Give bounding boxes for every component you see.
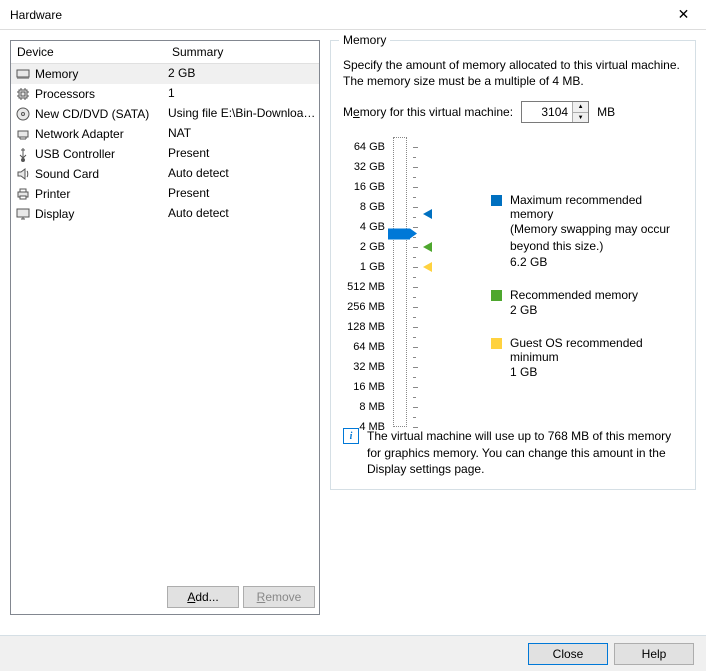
tick-label: 1 GB <box>360 261 385 273</box>
info-icon: i <box>343 428 359 444</box>
disc-icon <box>15 106 31 122</box>
spinner-up[interactable]: ▲ <box>573 102 588 113</box>
legend-item: Maximum recommended memory(Memory swappi… <box>491 193 683 270</box>
device-summary: 1 <box>166 86 319 102</box>
device-row-printer[interactable]: Printer Present <box>11 184 319 204</box>
memory-icon <box>15 66 31 82</box>
device-summary: Present <box>166 186 319 202</box>
memory-unit: MB <box>597 105 615 119</box>
tick-label: 8 GB <box>360 201 385 213</box>
help-button[interactable]: Help <box>614 643 694 665</box>
legend-item: Recommended memory2 GB <box>491 288 683 318</box>
spinner-down[interactable]: ▼ <box>573 113 588 123</box>
device-panel: Device Summary Memory 2 GB Processors 1 New … <box>10 40 320 615</box>
tick-label: 64 MB <box>353 341 385 353</box>
legend-item: Guest OS recommended minimum1 GB <box>491 336 683 380</box>
tick-label: 512 MB <box>347 281 385 293</box>
device-name: Sound Card <box>35 167 99 181</box>
cpu-icon <box>15 86 31 102</box>
slider-marker <box>423 209 432 219</box>
net-icon <box>15 126 31 142</box>
memory-input-label: Memory for this virtual machine: <box>343 105 513 119</box>
tick-label: 2 GB <box>360 241 385 253</box>
close-icon[interactable]: ✕ <box>661 0 706 30</box>
slider-thumb[interactable] <box>388 229 410 240</box>
memory-input[interactable] <box>522 102 572 122</box>
device-name: Printer <box>35 187 70 201</box>
device-row-disc[interactable]: New CD/DVD (SATA) Using file E:\Bin-Downl… <box>11 104 319 124</box>
device-name: USB Controller <box>35 147 115 161</box>
tick-label: 4 GB <box>360 221 385 233</box>
device-summary: NAT <box>166 126 319 142</box>
device-row-display[interactable]: Display Auto detect <box>11 204 319 224</box>
device-name: Processors <box>35 87 95 101</box>
close-button[interactable]: Close <box>528 643 608 665</box>
memory-fieldset: Memory Specify the amount of memory allo… <box>330 40 696 490</box>
tick-label: 16 GB <box>354 181 385 193</box>
memory-desc: Specify the amount of memory allocated t… <box>343 57 683 89</box>
device-table-header: Device Summary <box>11 41 319 64</box>
tick-label: 64 GB <box>354 141 385 153</box>
memory-legend: Memory <box>339 33 390 47</box>
tick-label: 128 MB <box>347 321 385 333</box>
sound-icon <box>15 166 31 182</box>
window-title: Hardware <box>10 8 62 22</box>
tick-label: 32 MB <box>353 361 385 373</box>
tick-label: 4 MB <box>359 421 385 433</box>
device-row-memory[interactable]: Memory 2 GB <box>11 64 319 84</box>
memory-slider[interactable]: 64 GB 32 GB 16 GB 8 GB 4 GB 2 GB 1 GB 512 MB 256… <box>343 137 453 398</box>
tick-label: 32 GB <box>354 161 385 173</box>
slider-marker <box>423 242 432 252</box>
memory-spinner[interactable]: ▲ ▼ <box>521 101 589 123</box>
device-name: Memory <box>35 67 78 81</box>
info-text: The virtual machine will use up to 768 M… <box>367 428 683 477</box>
device-summary: Present <box>166 146 319 162</box>
device-name: Network Adapter <box>35 127 124 141</box>
header-device[interactable]: Device <box>11 41 166 63</box>
device-summary: 2 GB <box>166 66 319 82</box>
tick-label: 8 MB <box>359 401 385 413</box>
device-name: Display <box>35 207 74 221</box>
device-row-usb[interactable]: USB Controller Present <box>11 144 319 164</box>
slider-marker <box>423 262 432 272</box>
printer-icon <box>15 186 31 202</box>
remove-button[interactable]: Remove <box>243 586 315 608</box>
info-row: i The virtual machine will use up to 768… <box>343 428 683 477</box>
tick-label: 16 MB <box>353 381 385 393</box>
bottom-bar: Close Help <box>0 635 706 671</box>
titlebar: Hardware ✕ <box>0 0 706 30</box>
usb-icon <box>15 146 31 162</box>
device-row-cpu[interactable]: Processors 1 <box>11 84 319 104</box>
device-summary: Using file E:\Bin-Downloads\i... <box>166 106 319 122</box>
display-icon <box>15 206 31 222</box>
header-summary[interactable]: Summary <box>166 41 319 63</box>
add-button[interactable]: Add... <box>167 586 239 608</box>
device-row-net[interactable]: Network Adapter NAT <box>11 124 319 144</box>
device-summary: Auto detect <box>166 166 319 182</box>
tick-label: 256 MB <box>347 301 385 313</box>
device-row-sound[interactable]: Sound Card Auto detect <box>11 164 319 184</box>
device-summary: Auto detect <box>166 206 319 222</box>
device-name: New CD/DVD (SATA) <box>35 107 149 121</box>
